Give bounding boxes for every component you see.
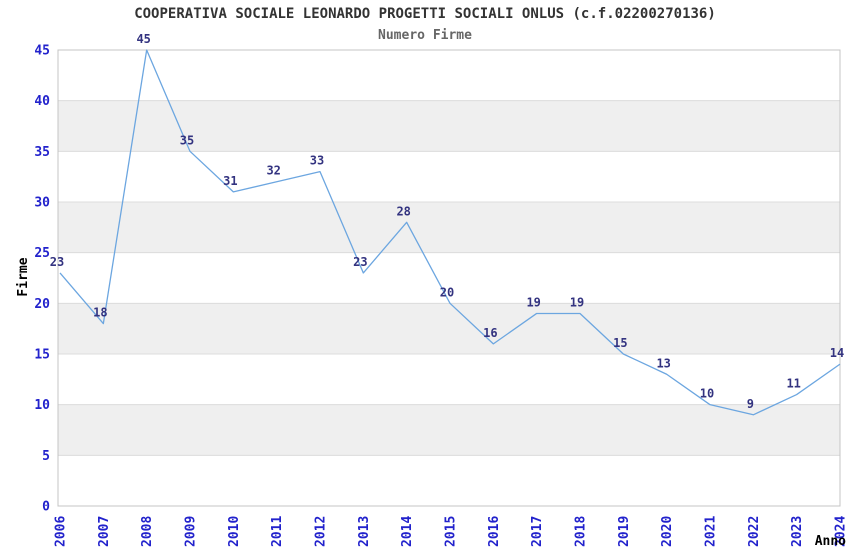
y-tick-label: 45 [34,44,50,59]
chart-subtitle: Numero Firme [378,28,472,43]
x-tick-label: 2021 [704,516,719,547]
point-label: 32 [266,164,280,178]
point-label: 9 [747,397,754,411]
background-bands [58,100,840,456]
x-tick-label: 2018 [574,516,589,547]
plot-border [57,49,841,507]
x-tick-label: 2012 [314,516,329,547]
point-label: 28 [396,204,410,218]
x-axis-tick-labels: 2006 2007 2008 2009 2010 2011 2012 2013 2014 2015… [54,516,849,547]
band [58,100,840,152]
y-tick-label: 40 [34,94,50,109]
point-label: 31 [223,174,237,188]
point-label: 35 [180,133,194,147]
x-tick-label: 2011 [270,516,285,547]
point-label: 14 [830,346,844,360]
x-axis-title: Anno [815,534,846,549]
y-tick-label: 15 [34,348,50,363]
x-tick-label: 2013 [357,516,372,547]
y-tick-label: 30 [34,196,50,211]
point-label: 13 [656,356,670,370]
chart-title: COOPERATIVA SOCIALE LEONARDO PROGETTI SO… [134,6,716,22]
x-tick-label: 2017 [530,516,545,547]
point-label: 19 [570,295,584,309]
y-tick-label: 5 [42,449,50,464]
x-tick-label: 2010 [227,516,242,547]
point-label: 11 [786,377,800,391]
point-label: 45 [136,32,150,46]
point-label: 20 [440,285,454,299]
x-tick-label: 2016 [487,516,502,547]
gridlines [58,100,840,456]
y-tick-label: 0 [42,500,50,515]
data-point-labels: 23 18 45 35 31 32 33 23 28 20 16 19 19 15 13 10 9 11 14 [50,32,844,411]
point-label: 23 [50,255,64,269]
x-tick-label: 2024 [834,516,849,547]
point-label: 23 [353,255,367,269]
x-tick-label: 2020 [660,516,675,547]
x-tick-label: 2006 [54,516,69,547]
x-tick-label: 2009 [184,516,199,547]
firme-line [59,49,841,416]
y-tick-label: 25 [34,246,50,261]
point-label: 16 [483,326,497,340]
x-tick-label: 2014 [400,516,415,547]
band [58,303,840,354]
y-tick-label: 10 [34,398,50,413]
band [58,202,840,253]
x-tick-label: 2015 [444,516,459,547]
y-tick-label: 35 [34,145,50,160]
x-tick-label: 2023 [790,516,805,547]
plot-frame [57,49,841,507]
y-tick-label: 20 [34,297,50,312]
point-label: 33 [310,154,324,168]
point-label: 18 [93,306,107,320]
x-tick-label: 2008 [140,516,155,547]
y-axis-title: Firme [16,257,31,296]
point-label: 10 [700,387,714,401]
data-series-line [59,49,841,416]
x-tick-label: 2019 [617,516,632,547]
y-axis-tick-labels: 0 5 10 15 20 25 30 35 40 45 [34,44,50,515]
band [58,404,840,456]
point-label: 15 [613,336,627,350]
x-tick-label: 2007 [97,516,112,547]
x-tick-label: 2022 [747,516,762,547]
point-label: 19 [526,295,540,309]
